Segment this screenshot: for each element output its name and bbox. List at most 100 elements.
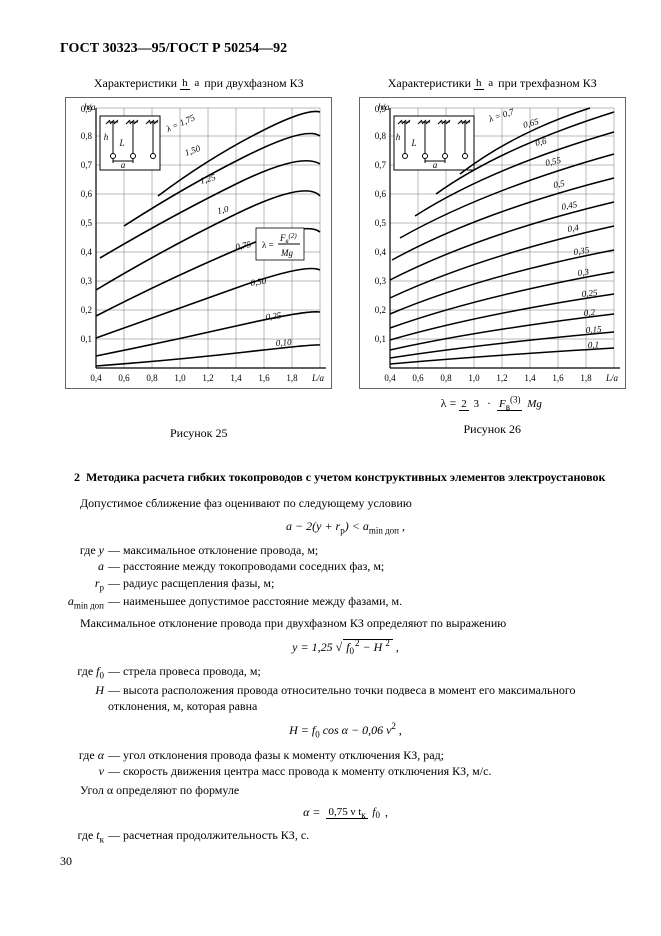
curve-label: 0,25 bbox=[265, 310, 282, 322]
y-tick: 0,7 bbox=[81, 160, 93, 170]
lambda-right: λ = 2 3 · Fв(3) Mg bbox=[441, 395, 544, 413]
document-header: ГОСТ 30323—95/ГОСТ Р 50254—92 bbox=[60, 40, 631, 59]
y-tick: 0,8 bbox=[375, 131, 387, 141]
page-number: 30 bbox=[60, 853, 631, 869]
f2-lhs: y = 1,25 bbox=[292, 640, 335, 654]
where-block-4: где tк— расчетная продолжительность КЗ, … bbox=[60, 827, 631, 846]
x-tick: 1,2 bbox=[496, 373, 507, 383]
f1-end: , bbox=[399, 519, 405, 533]
curve-label: 0,1 bbox=[587, 340, 599, 351]
lambda-left-den: Mg bbox=[280, 248, 293, 258]
f1-lhs: a − 2(y + r bbox=[286, 519, 340, 533]
f4-den-sub: 0 bbox=[375, 810, 380, 820]
curve-label: 0,75 bbox=[235, 239, 253, 252]
y-tick: 0,1 bbox=[81, 334, 92, 344]
w5-txt: — стрела провеса провода, м; bbox=[108, 663, 631, 682]
chart-right-title-frac: h a bbox=[474, 78, 495, 90]
chart-left-title-frac: h a bbox=[180, 78, 201, 90]
inset-h: h bbox=[396, 132, 401, 142]
curve-label: λ = 0,7 bbox=[486, 106, 515, 124]
y-tick: 0,2 bbox=[375, 305, 386, 315]
chart-left-column: Характеристики h a при двухфазном КЗ bbox=[60, 75, 338, 441]
w2-sym: a bbox=[60, 558, 108, 574]
y-tick: 0,6 bbox=[81, 189, 93, 199]
w7-sym: α bbox=[98, 748, 104, 762]
w4-txt: — наименьшее допустимое расстояние между… bbox=[108, 593, 631, 612]
w9-sub: к bbox=[100, 834, 104, 844]
x-tick: 1,6 bbox=[259, 373, 271, 383]
where-label-2: где bbox=[77, 664, 93, 678]
w1-sym: y bbox=[99, 543, 104, 557]
f4-num-sub: к bbox=[361, 810, 365, 820]
paragraph-1: Допустимое сближение фаз оценивают по сл… bbox=[60, 495, 631, 511]
x-tick: 0,8 bbox=[147, 373, 159, 383]
where-label-4: где bbox=[78, 828, 94, 842]
where-block-2: где f0— стрела провеса провода, м; H— вы… bbox=[60, 663, 631, 714]
curve-label: 0,2 bbox=[583, 307, 596, 318]
inset-L: L bbox=[410, 138, 416, 148]
curve-label: 0,10 bbox=[276, 337, 293, 348]
curve-label: 0,4 bbox=[566, 222, 579, 234]
lambda-r-num: F bbox=[499, 398, 506, 410]
x-tick: 1,6 bbox=[552, 373, 564, 383]
inset-L: L bbox=[119, 138, 125, 148]
chart-left-title: Характеристики h a при двухфазном КЗ bbox=[94, 75, 304, 91]
lambda-right-eq: λ = bbox=[441, 396, 457, 410]
curve-label: 0,25 bbox=[581, 287, 598, 299]
f4-frac: 0,75 ν tк f0 bbox=[326, 807, 381, 821]
frac-num: h bbox=[474, 77, 484, 90]
x-tick: 0,4 bbox=[384, 373, 396, 383]
inset-h: h bbox=[104, 132, 109, 142]
x-tick: 0,4 bbox=[91, 373, 103, 383]
x-tick: 1,0 bbox=[468, 373, 480, 383]
lambda-r-sup: (3) bbox=[510, 395, 521, 405]
curve-label: 1,50 bbox=[184, 143, 203, 158]
y-tick: 0,5 bbox=[81, 218, 93, 228]
lambda-right-main: Fв(3) Mg bbox=[497, 396, 544, 413]
x-tick: 1,8 bbox=[287, 373, 299, 383]
frac-num: Fв(3) bbox=[497, 398, 522, 411]
w4-sub: min доп bbox=[74, 600, 104, 610]
f4-end: , bbox=[382, 805, 388, 819]
x-axis-label: L/a bbox=[311, 373, 325, 383]
w3-txt: — радиус расщепления фазы, м; bbox=[108, 575, 631, 594]
f2-rad-sub: 0 bbox=[350, 646, 355, 656]
w9-txt: — расчетная продолжительность КЗ, с. bbox=[108, 827, 631, 846]
f2-rad-sup2: 2 bbox=[385, 638, 390, 648]
y-tick: 0,4 bbox=[81, 247, 93, 257]
y-axis-label: h/a bbox=[84, 102, 96, 112]
f4-num: 0,75 ν t bbox=[328, 806, 361, 818]
frac-num: h bbox=[180, 77, 190, 90]
f4-lhs: α = bbox=[303, 805, 320, 819]
x-tick: 1,8 bbox=[580, 373, 592, 383]
chart-left: 0,1 0,2 0,3 0,4 0,5 0,6 0,7 0,8 0,9 0,4 … bbox=[65, 97, 332, 389]
x-tick: 0,8 bbox=[440, 373, 452, 383]
chart-right-title: Характеристики h a при трехфазном КЗ bbox=[388, 75, 597, 91]
x-tick: 1,0 bbox=[175, 373, 187, 383]
y-tick: 0,3 bbox=[81, 276, 93, 286]
section-2-title: 2 Методика расчета гибких токопроводов с… bbox=[74, 469, 631, 485]
formula-2: y = 1,25 f02 − H 2 , bbox=[60, 637, 631, 658]
y-axis-label: h/a bbox=[378, 102, 390, 112]
lambda-r-den: Mg bbox=[527, 398, 542, 410]
figure-26-caption: Рисунок 26 bbox=[463, 421, 521, 437]
y-tick: 0,5 bbox=[375, 218, 387, 228]
w3-sub: р bbox=[100, 582, 105, 592]
where-block-1: где y— максимальное отклонение провода, … bbox=[60, 542, 631, 611]
curve-label: 0,50 bbox=[250, 276, 268, 288]
curve-label: 1,0 bbox=[216, 204, 230, 216]
w2-txt: — расстояние между токопроводами соседни… bbox=[108, 558, 631, 574]
f3-mid: cos α − 0,06 ν bbox=[320, 723, 392, 737]
x-tick: 1,4 bbox=[231, 373, 243, 383]
chart-left-title-suffix: при двухфазном КЗ bbox=[204, 76, 303, 90]
radical-icon bbox=[336, 640, 343, 654]
y-tick: 0,7 bbox=[375, 160, 387, 170]
y-tick: 0,4 bbox=[375, 247, 387, 257]
formula-1: a − 2(y + rр) < amin доп , bbox=[60, 518, 631, 537]
curve-label: 0,15 bbox=[585, 324, 602, 335]
where-label-3: где bbox=[79, 748, 95, 762]
frac-den: 3 bbox=[471, 398, 481, 410]
y-tick: 0,6 bbox=[375, 189, 387, 199]
x-tick: 1,4 bbox=[524, 373, 536, 383]
frac-den: Mg bbox=[525, 398, 544, 410]
